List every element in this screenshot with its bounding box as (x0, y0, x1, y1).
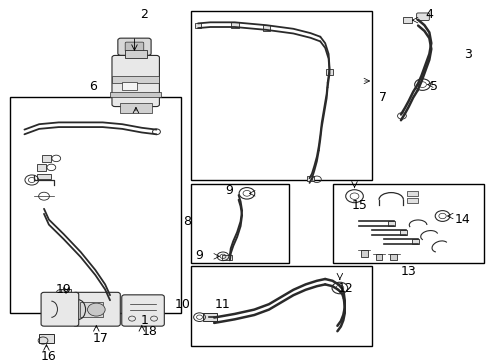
FancyBboxPatch shape (122, 295, 164, 326)
Text: 8: 8 (183, 215, 190, 228)
Text: 9: 9 (195, 249, 203, 262)
FancyBboxPatch shape (416, 13, 428, 21)
Bar (332, 184, 483, 263)
Text: 1: 1 (140, 314, 148, 327)
Bar (37, 174, 51, 179)
Bar (10, 97, 181, 313)
Text: 13: 13 (400, 265, 415, 278)
Text: 18: 18 (141, 325, 157, 338)
Bar (195, 23, 201, 28)
Text: 11: 11 (215, 298, 230, 311)
Bar (80, 302, 103, 317)
Bar (112, 76, 159, 83)
Bar (190, 11, 371, 180)
FancyBboxPatch shape (73, 292, 120, 326)
FancyBboxPatch shape (41, 292, 79, 326)
Bar (61, 289, 71, 297)
Text: 7: 7 (378, 91, 386, 104)
FancyBboxPatch shape (118, 38, 151, 55)
Bar (122, 82, 137, 90)
Bar (325, 69, 333, 75)
FancyBboxPatch shape (112, 55, 159, 107)
Bar (190, 184, 288, 263)
Bar (407, 191, 417, 196)
Bar (360, 250, 367, 257)
Bar (42, 155, 51, 162)
Text: 14: 14 (454, 213, 469, 226)
Bar (262, 25, 270, 31)
Text: 12: 12 (337, 282, 352, 294)
Text: 16: 16 (41, 350, 57, 360)
Bar (39, 334, 54, 343)
Text: 15: 15 (351, 199, 367, 212)
Text: 10: 10 (175, 298, 190, 311)
Text: 2: 2 (140, 8, 148, 21)
Bar (230, 22, 238, 28)
Bar (120, 103, 151, 113)
Bar (389, 254, 396, 260)
Text: 9: 9 (224, 184, 232, 197)
Bar (203, 313, 216, 321)
Bar (190, 266, 371, 346)
Circle shape (87, 303, 105, 316)
Bar (306, 176, 313, 181)
Bar (399, 230, 406, 235)
Bar (375, 254, 382, 260)
Bar (222, 255, 232, 260)
Text: 4: 4 (425, 8, 432, 21)
Bar (403, 17, 411, 23)
Bar (407, 198, 417, 203)
Bar (411, 239, 418, 244)
Text: 17: 17 (92, 332, 108, 345)
Bar (37, 164, 46, 171)
Bar (110, 92, 161, 97)
Text: 19: 19 (56, 283, 71, 296)
Bar (387, 221, 394, 226)
FancyBboxPatch shape (125, 42, 143, 51)
Text: 6: 6 (89, 80, 97, 93)
Bar (124, 50, 146, 58)
Text: 3: 3 (464, 48, 471, 60)
Text: 5: 5 (429, 80, 437, 93)
